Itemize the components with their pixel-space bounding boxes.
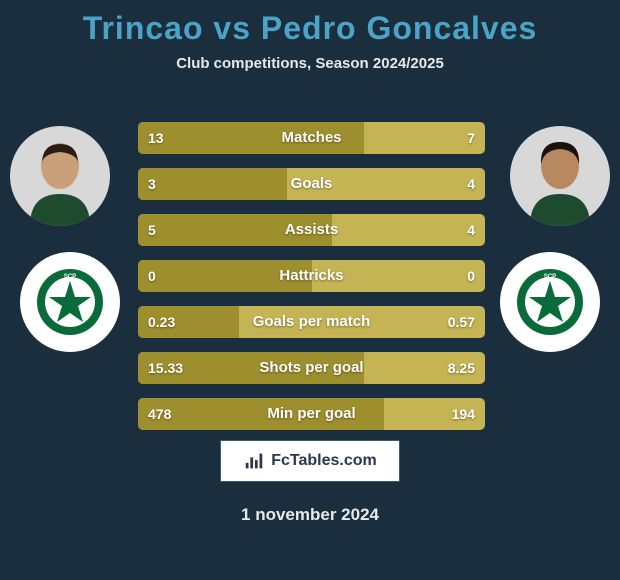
date-text: 1 november 2024 (0, 505, 620, 525)
page-title: Trincao vs Pedro Goncalves (0, 0, 620, 47)
branding-badge: FcTables.com (220, 440, 400, 482)
branding-text: FcTables.com (271, 452, 377, 470)
stat-bars: 13Matches7 3Goals4 5Assists4 0Hattricks0 0.2… (138, 122, 485, 444)
sporting-badge-icon: SCP (35, 267, 105, 337)
stat-row: 5Assists4 (138, 214, 485, 246)
club-badge-left: SCP (20, 252, 120, 352)
person-icon (20, 136, 100, 226)
club-badge-right: SCP (500, 252, 600, 352)
stat-label: Goals per match (138, 306, 485, 338)
stat-row: 0.23Goals per match0.57 (138, 306, 485, 338)
svg-text:SCP: SCP (64, 274, 76, 280)
subtitle: Club competitions, Season 2024/2025 (0, 55, 620, 72)
stat-row: 3Goals4 (138, 168, 485, 200)
stat-value-right: 7 (467, 122, 475, 154)
stat-value-right: 8.25 (448, 352, 475, 384)
stat-value-right: 0 (467, 260, 475, 292)
stat-label: Matches (138, 122, 485, 154)
stat-value-right: 4 (467, 214, 475, 246)
stat-value-right: 0.57 (448, 306, 475, 338)
stat-row: 15.33Shots per goal8.25 (138, 352, 485, 384)
stat-label: Assists (138, 214, 485, 246)
stat-value-right: 194 (452, 398, 475, 430)
player-right-avatar (510, 126, 610, 226)
player-left-avatar (10, 126, 110, 226)
stat-row: 478Min per goal194 (138, 398, 485, 430)
svg-text:SCP: SCP (544, 274, 556, 280)
stat-label: Goals (138, 168, 485, 200)
person-icon (520, 136, 600, 226)
stat-row: 13Matches7 (138, 122, 485, 154)
stat-value-right: 4 (467, 168, 475, 200)
chart-icon (243, 450, 265, 472)
stat-label: Hattricks (138, 260, 485, 292)
stat-row: 0Hattricks0 (138, 260, 485, 292)
stat-label: Min per goal (138, 398, 485, 430)
stat-label: Shots per goal (138, 352, 485, 384)
sporting-badge-icon: SCP (515, 267, 585, 337)
